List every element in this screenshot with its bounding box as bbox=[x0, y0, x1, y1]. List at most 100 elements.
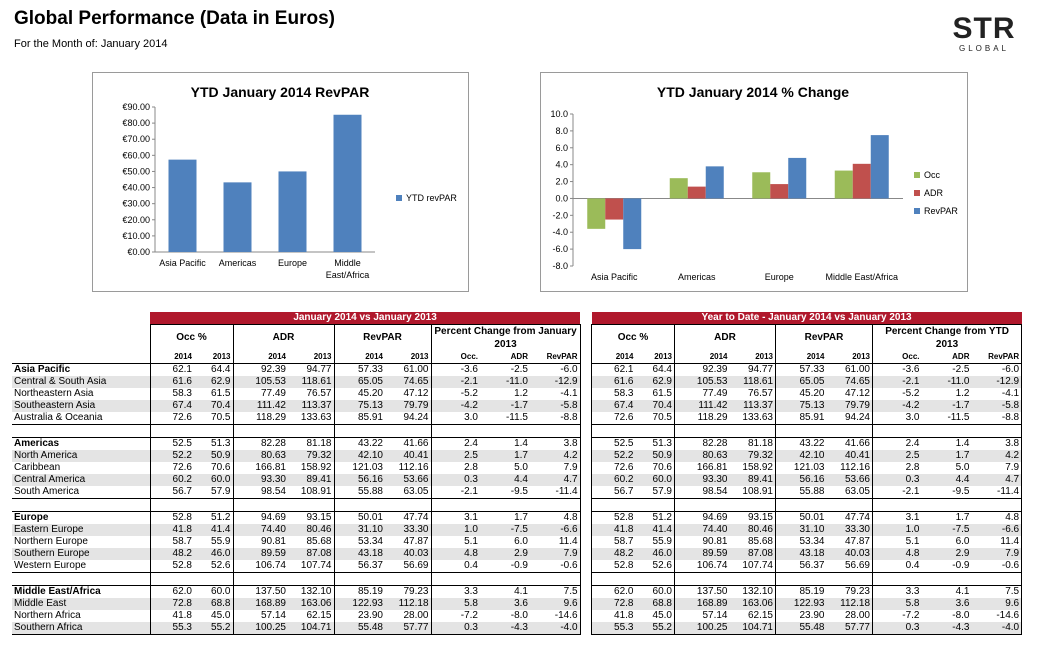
data-cell: 118.29 bbox=[674, 412, 730, 425]
year-header: 2014 bbox=[591, 351, 636, 364]
data-cell: 94.24 bbox=[385, 412, 431, 425]
data-cell: 72.6 bbox=[149, 462, 194, 474]
logo-sub-text: GLOBAL bbox=[958, 44, 1009, 53]
data-cell: -11.0 bbox=[480, 376, 530, 388]
data-cell: 108.91 bbox=[288, 486, 334, 499]
data-cell: 85.68 bbox=[306, 536, 332, 547]
data-cell: 53.34 bbox=[775, 536, 827, 548]
data-cell: 82.28 bbox=[674, 437, 730, 450]
data-cell: 92.39 bbox=[674, 363, 730, 376]
data-cell: -11.5 bbox=[480, 412, 530, 425]
data-cell: 56.16 bbox=[775, 474, 827, 486]
data-cell: 1.7 bbox=[921, 511, 972, 524]
data-cell: 7.9 bbox=[530, 462, 581, 474]
data-cell: 53.66 bbox=[385, 474, 431, 486]
column-group-header: RevPAR bbox=[775, 324, 873, 351]
data-cell: 47.12 bbox=[403, 388, 429, 399]
row-label: Eastern Europe bbox=[12, 524, 150, 536]
data-cell: 121.03 bbox=[775, 462, 827, 474]
data-cell: 61.00 bbox=[826, 363, 873, 376]
y-tick-label: €40.00 bbox=[122, 183, 150, 193]
data-cell: 163.06 bbox=[288, 598, 334, 610]
data-cell: -8.0 bbox=[952, 610, 970, 621]
data-cell: 112.18 bbox=[385, 598, 431, 610]
data-cell: 55.9 bbox=[652, 536, 672, 547]
spacer-cell bbox=[971, 424, 1023, 438]
data-cell: 64.4 bbox=[635, 363, 675, 376]
y-tick-label: €60.00 bbox=[122, 150, 150, 160]
data-cell: 46.0 bbox=[194, 548, 233, 560]
pct-subheader: Occ. bbox=[872, 351, 922, 364]
row-label: Southern Europe bbox=[12, 548, 150, 560]
data-cell: 72.6 bbox=[591, 412, 636, 425]
data-cell: 74.65 bbox=[826, 376, 873, 388]
data-cell: 4.8 bbox=[872, 548, 922, 560]
x-tick-label: Europe bbox=[278, 258, 307, 268]
data-cell: 11.4 bbox=[971, 536, 1023, 548]
data-cell: -2.5 bbox=[921, 363, 972, 376]
pct-subheader: RevPAR bbox=[971, 351, 1023, 364]
data-cell: 45.20 bbox=[333, 388, 385, 400]
x-tick-label: East/Africa bbox=[326, 270, 370, 280]
data-cell: 58.7 bbox=[149, 536, 194, 548]
data-cell: 3.0 bbox=[430, 412, 480, 425]
page-subtitle: For the Month of: January 2014 bbox=[14, 38, 168, 50]
data-cell: 72.8 bbox=[149, 598, 194, 610]
data-cell: 11.4 bbox=[530, 536, 581, 548]
logo-main-text: STR bbox=[952, 12, 1016, 45]
spacer-cell bbox=[636, 573, 675, 586]
data-cell: 93.15 bbox=[729, 511, 776, 524]
data-cell: 41.8 bbox=[149, 610, 194, 622]
y-tick-label: -2.0 bbox=[552, 210, 568, 220]
ytd-performance-table: Year to Date - January 2014 vs January 2… bbox=[591, 312, 1023, 635]
y-tick-label: 8.0 bbox=[555, 126, 568, 136]
data-cell: 4.8 bbox=[430, 548, 480, 560]
spacer-cell bbox=[430, 498, 480, 512]
data-cell: -0.6 bbox=[530, 560, 581, 573]
data-cell: 85.19 bbox=[775, 585, 827, 598]
data-cell: -8.8 bbox=[971, 412, 1023, 425]
data-cell: 62.0 bbox=[591, 585, 636, 598]
spacer-cell bbox=[194, 425, 233, 438]
spacer-cell bbox=[827, 499, 873, 512]
data-cell: 55.48 bbox=[333, 622, 385, 635]
data-cell: 94.77 bbox=[729, 363, 776, 376]
data-cell: 48.2 bbox=[149, 548, 194, 560]
data-cell: 89.41 bbox=[288, 474, 334, 486]
data-cell: 2.8 bbox=[872, 462, 922, 474]
data-cell: 0.3 bbox=[872, 622, 922, 635]
data-cell: 45.20 bbox=[775, 388, 827, 400]
data-cell: 74.65 bbox=[385, 376, 431, 388]
data-cell: -11.0 bbox=[921, 376, 972, 388]
data-cell: 0.3 bbox=[430, 474, 480, 486]
page-title: Global Performance (Data in Euros) bbox=[14, 8, 335, 29]
data-cell: 56.7 bbox=[591, 486, 636, 499]
data-cell: 47.74 bbox=[826, 511, 873, 524]
revpar-chart: YTD January 2014 RevPAR €0.00 €10.00 €20.00… bbox=[122, 84, 457, 280]
row-label: Northern Europe bbox=[14, 536, 88, 547]
data-cell: 62.9 bbox=[635, 376, 675, 388]
chart-title: YTD January 2014 RevPAR bbox=[191, 84, 370, 100]
bar-occ bbox=[834, 170, 853, 199]
table-banner: January 2014 vs January 2013 bbox=[150, 312, 581, 325]
data-cell: -4.1 bbox=[530, 388, 581, 400]
row-label: Southeastern Asia bbox=[12, 400, 150, 412]
data-cell: 41.8 bbox=[149, 524, 194, 536]
y-tick-label: €0.00 bbox=[127, 247, 150, 257]
spacer-cell bbox=[232, 498, 288, 512]
data-cell: 41.8 bbox=[591, 610, 636, 622]
spacer-cell bbox=[730, 573, 776, 586]
data-cell: 1.4 bbox=[921, 437, 972, 450]
spacer-cell bbox=[232, 424, 288, 438]
data-cell: -11.5 bbox=[921, 412, 972, 425]
year-header: 2014 bbox=[149, 351, 194, 364]
data-cell: 0.3 bbox=[872, 474, 922, 486]
data-cell: 79.79 bbox=[826, 400, 873, 412]
data-cell: 2.4 bbox=[430, 437, 480, 450]
spacer-cell bbox=[530, 498, 581, 512]
data-cell: -9.5 bbox=[480, 486, 530, 499]
data-cell: 5.8 bbox=[430, 598, 480, 610]
spacer-cell bbox=[12, 499, 150, 512]
bar-occ bbox=[669, 178, 688, 199]
data-cell: 6.0 bbox=[955, 536, 970, 547]
